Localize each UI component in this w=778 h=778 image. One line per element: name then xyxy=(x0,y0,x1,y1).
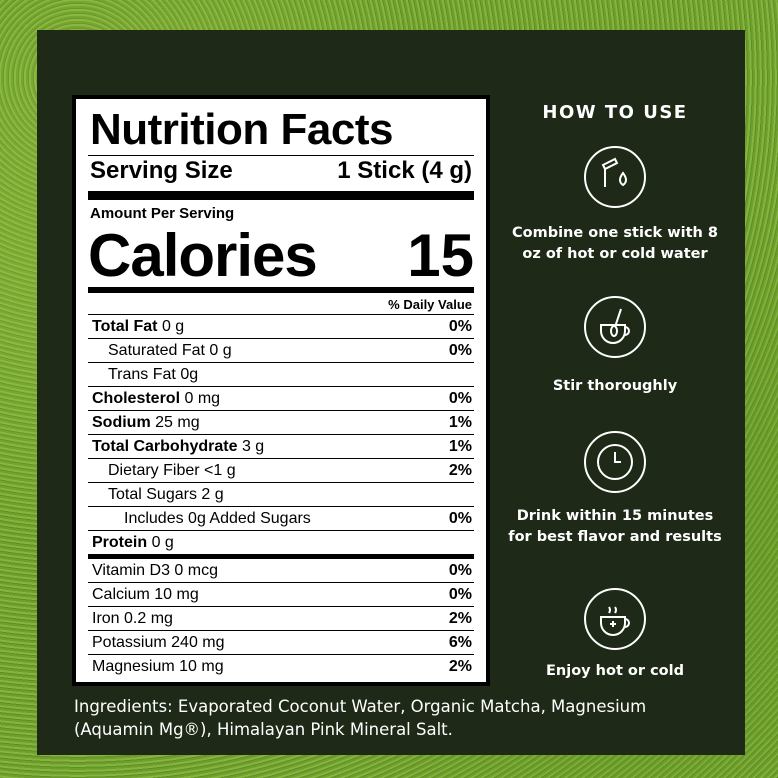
nutrient-dv: 0% xyxy=(448,390,472,407)
step-text: Combine one stick with 8 oz of hot or co… xyxy=(511,225,718,262)
nutrient-amount: 3 g xyxy=(241,438,265,455)
nutrient-dv: 6% xyxy=(448,634,472,651)
nutrient-amount: 0 mg xyxy=(184,390,221,407)
nutrient-row: Iron 0.2 mg 2% xyxy=(88,606,474,630)
nutrient-amount: 0 g xyxy=(209,342,232,359)
nutrient-row: Saturated Fat 0 g 0% xyxy=(88,338,474,362)
nutrient-amount: 240 mg xyxy=(171,634,225,651)
nutrient-label: Includes 0g Added Sugars xyxy=(88,510,311,527)
nutrient-row: Vitamin D3 0 mcg 0% xyxy=(88,554,474,582)
nutrient-name: Potassium xyxy=(92,634,167,651)
nutrient-dv: 0% xyxy=(448,586,472,603)
serving-size-label: Serving Size xyxy=(90,157,233,184)
thick-rule xyxy=(88,287,474,293)
nutrient-label: Sodium 25 mg xyxy=(88,414,200,431)
nutrient-label: Potassium 240 mg xyxy=(88,634,225,651)
label-title: Nutrition Facts xyxy=(90,105,393,154)
calories: 15 xyxy=(407,222,474,289)
nutrient-label: Dietary Fiber <1 g xyxy=(88,462,236,479)
nutrient-label: Cholesterol 0 mg xyxy=(88,390,220,407)
nutrient-row: Sodium 25 mg 1% xyxy=(88,410,474,434)
thick-rule xyxy=(88,191,474,200)
nutrient-name: Vitamin D3 xyxy=(92,562,170,579)
nutrient-row: Total Carbohydrate 3 g 1% xyxy=(88,434,474,458)
nutrient-row: Dietary Fiber <1 g 2% xyxy=(88,458,474,482)
nutrient-label: Saturated Fat 0 g xyxy=(88,342,232,359)
nutrient-name: Sodium xyxy=(92,414,151,431)
nutrient-row: Total Fat 0 g 0% xyxy=(88,314,474,338)
nutrient-label: Iron 0.2 mg xyxy=(88,610,173,627)
icon-clock xyxy=(584,431,646,493)
step-text: Drink within 15 minutes for best flavor … xyxy=(508,508,722,545)
nutrient-row: Potassium 240 mg 6% xyxy=(88,630,474,654)
nutrient-amount: 10 mg xyxy=(179,658,224,675)
nutrient-dv: 0% xyxy=(448,342,472,359)
serving-size: 1 Stick (4 g) xyxy=(337,157,472,184)
nutrient-amount: 0 g xyxy=(151,534,174,551)
icon-stir xyxy=(584,296,646,358)
nutrient-name: Total Carbohydrate xyxy=(92,438,238,455)
nutrient-label: Vitamin D3 0 mcg xyxy=(88,562,218,579)
nutrient-row: Protein 0 g xyxy=(88,530,474,554)
nutrient-amount: 10 mg xyxy=(154,586,199,603)
nutrient-amount: 0 mcg xyxy=(174,562,218,579)
icon-cup xyxy=(584,588,646,650)
nutrient-row: Calcium 10 mg 0% xyxy=(88,582,474,606)
step-text: Stir thoroughly xyxy=(552,378,678,394)
nutrient-row: Includes 0g Added Sugars 0% xyxy=(88,506,474,530)
nutrient-rows: Total Fat 0 g 0% Saturated Fat 0 g 0% Trans … xyxy=(88,314,474,678)
nutrient-dv: 1% xyxy=(448,414,472,431)
nutrient-name: Includes 0g Added Sugars xyxy=(124,510,311,527)
nutrient-name: Iron xyxy=(92,610,120,627)
nutrient-name: Magnesium xyxy=(92,658,175,675)
nutrient-amount: <1 g xyxy=(204,462,236,479)
nutrient-label: Magnesium 10 mg xyxy=(88,658,224,675)
nutrient-label: Protein 0 g xyxy=(88,534,174,551)
nutrient-amount: 25 mg xyxy=(155,414,200,431)
amount-per-serving: Amount Per Serving xyxy=(90,205,235,222)
nutrient-amount: 2 g xyxy=(201,486,224,503)
nutrient-name: Saturated Fat xyxy=(108,342,205,359)
nutrient-name: Cholesterol xyxy=(92,390,181,407)
nutrient-name: Total Fat xyxy=(92,318,158,335)
daily-value-header: % Daily Value xyxy=(388,297,472,312)
calories-label: Calories xyxy=(88,222,318,289)
nutrient-dv: 2% xyxy=(448,658,472,675)
nutrient-dv: 0% xyxy=(448,510,472,527)
nutrient-row: Total Sugars 2 g xyxy=(88,482,474,506)
nutrient-name: Dietary Fiber xyxy=(108,462,200,479)
nutrient-name: Total Sugars xyxy=(108,486,197,503)
rule xyxy=(88,155,474,156)
nutrient-label: Total Carbohydrate 3 g xyxy=(88,438,264,455)
nutrition-label: Nutrition Facts Serving Size 1 Stick (4 … xyxy=(72,95,490,686)
nutrient-amount: 0.2 mg xyxy=(124,610,173,627)
nutrient-dv: 1% xyxy=(448,438,472,455)
nutrient-dv: 0% xyxy=(448,562,472,579)
nutrient-name: Calcium xyxy=(92,586,150,603)
nutrient-label: Trans Fat 0g xyxy=(88,366,198,383)
nutrient-row: Cholesterol 0 mg 0% xyxy=(88,386,474,410)
nutrient-label: Total Fat 0 g xyxy=(88,318,184,335)
nutrient-label: Total Sugars 2 g xyxy=(88,486,224,503)
how-to-title: HOW TO USE xyxy=(542,102,688,123)
icon-stick xyxy=(584,146,646,208)
nutrient-row: Trans Fat 0g xyxy=(88,362,474,386)
nutrient-dv: 2% xyxy=(448,462,472,479)
ingredients: Ingredients: Evaporated Coconut Water, O… xyxy=(74,697,647,739)
nutrient-row: Magnesium 10 mg 2% xyxy=(88,654,474,678)
nutrient-name: Trans Fat xyxy=(108,366,176,383)
nutrient-dv: 0% xyxy=(448,318,472,335)
nutrient-dv: 2% xyxy=(448,610,472,627)
nutrient-amount: 0g xyxy=(180,366,199,383)
step-text: Enjoy hot or cold xyxy=(546,663,684,679)
nutrient-name: Protein xyxy=(92,534,148,551)
nutrient-amount: 0 g xyxy=(161,318,185,335)
nutrient-label: Calcium 10 mg xyxy=(88,586,199,603)
